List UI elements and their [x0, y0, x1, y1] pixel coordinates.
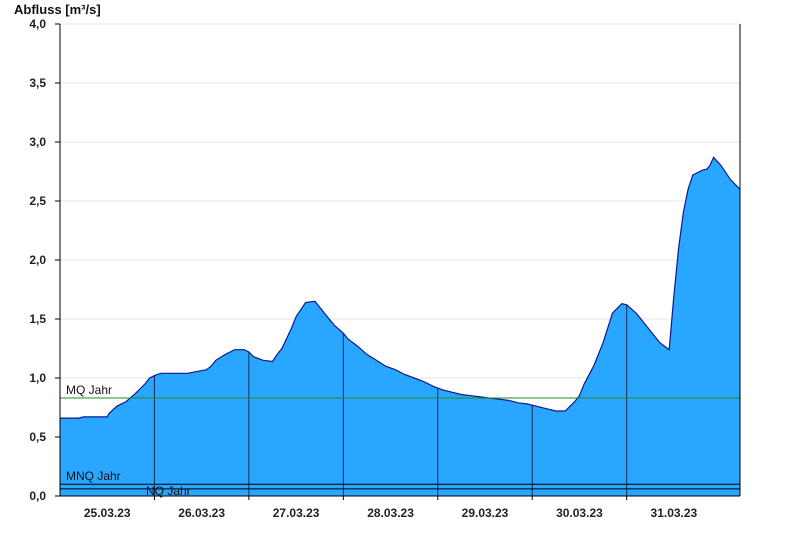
y-tick-label: 2,0 [29, 253, 46, 267]
x-tick-label: 29.03.23 [462, 506, 509, 520]
discharge-line [60, 156, 741, 419]
axes: 0,0 0,5 1,0 1,5 2,0 2,5 3,0 3,5 4,0 25.03.23 26.03… [29, 17, 741, 520]
x-tick-label: 27.03.23 [273, 506, 320, 520]
x-tick-label: 31.03.23 [651, 506, 698, 520]
reference-line-label: MNQ Jahr [66, 469, 121, 483]
x-tick-label: 25.03.23 [84, 506, 131, 520]
y-tick-label: 1,5 [29, 312, 46, 326]
x-tick-label: 26.03.23 [178, 506, 225, 520]
reference-line-label: NQ Jahr [146, 484, 191, 498]
y-tick-label: 2,5 [29, 194, 46, 208]
y-tick-label: 3,5 [29, 76, 46, 90]
y-tick-label: 1,0 [29, 371, 46, 385]
y-tick-label: 4,0 [29, 17, 46, 31]
reference-line-label: MQ Jahr [66, 383, 112, 397]
x-tick-label: 30.03.23 [556, 506, 603, 520]
reference-lines: MQ Jahr MNQ Jahr NQ Jahr [60, 383, 740, 498]
y-tick-label: 0,5 [29, 430, 46, 444]
x-tick-label: 28.03.23 [367, 506, 414, 520]
y-axis-title: Abfluss [m³/s] [14, 2, 101, 17]
y-tick-label: 0,0 [29, 489, 46, 503]
discharge-area [60, 157, 740, 497]
plot-area [60, 156, 741, 497]
y-tick-label: 3,0 [29, 135, 46, 149]
